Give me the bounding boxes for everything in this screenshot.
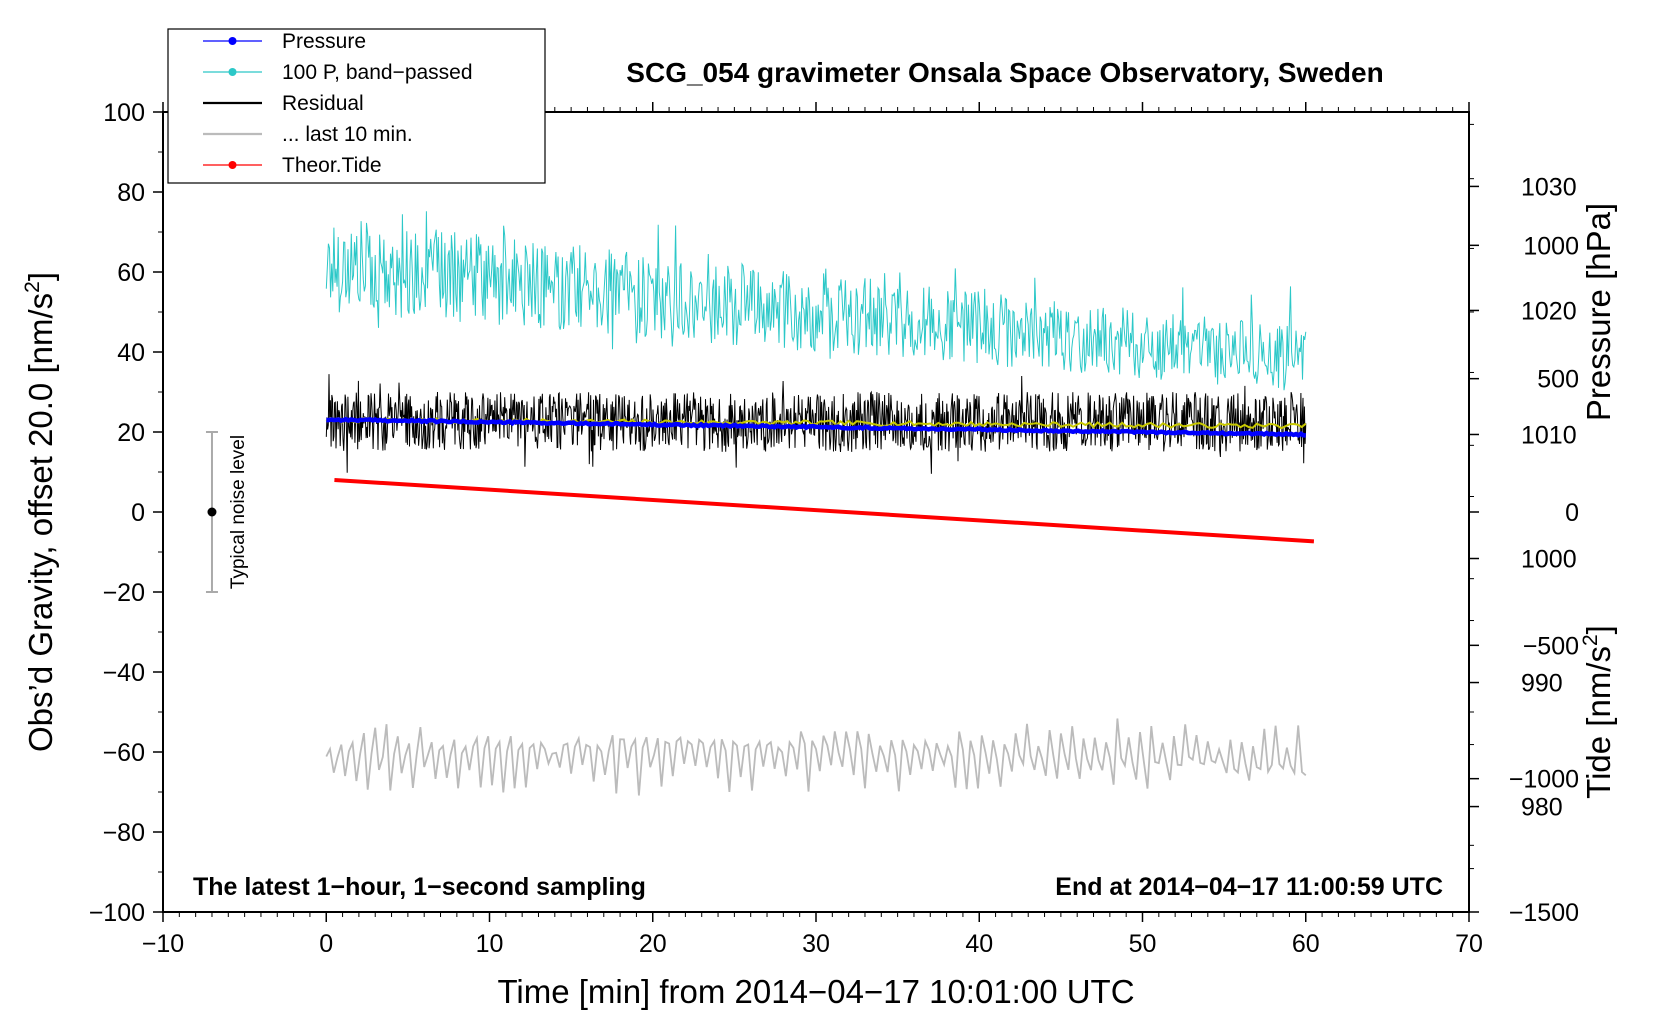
tide-tick-label: 1000 — [1523, 232, 1579, 260]
y-axis-title-tide-sup: 2 — [1579, 634, 1602, 646]
x-tick-label: 40 — [965, 930, 993, 958]
legend-label: Theor.Tide — [282, 154, 382, 177]
legend-label: Residual — [282, 92, 364, 115]
note-left: The latest 1−hour, 1−second sampling — [193, 873, 646, 901]
pressure-tick-label: 1010 — [1521, 421, 1577, 449]
series-pressure — [326, 416, 1306, 438]
y-axis-title-pressure: Pressure [hPa] — [1580, 203, 1617, 421]
noise-level-bar: Typical noise level — [205, 431, 249, 593]
tide-tick-label: 0 — [1565, 499, 1579, 527]
y-tick-label: 40 — [117, 339, 145, 367]
tide-tick-label: −1500 — [1509, 899, 1579, 927]
legend-label: ... last 10 min. — [282, 123, 413, 146]
tide-tick-label: −500 — [1523, 632, 1579, 660]
y-tick-label: 60 — [117, 259, 145, 287]
y-tick-label: −60 — [103, 739, 145, 767]
note-right: End at 2014−04−17 11:00:59 UTC — [1055, 873, 1443, 901]
y-tick-label: −80 — [103, 819, 145, 847]
legend-label: 100 P, band−passed — [282, 61, 473, 84]
pressure-tick-label: 1000 — [1521, 546, 1577, 574]
x-tick-label: 10 — [476, 930, 504, 958]
y-tick-label: −20 — [103, 579, 145, 607]
y-axis-title-tide-main: Tide [nm/s — [1580, 646, 1617, 799]
pressure-tick-label: 980 — [1521, 794, 1563, 822]
series-layer — [325, 211, 1315, 796]
pressure-tick-label: 1030 — [1521, 173, 1577, 201]
pressure-tick-label: 990 — [1521, 670, 1563, 698]
legend-marker — [228, 161, 237, 169]
y-axis-title-left: Obs’d Gravity, offset 20.0 [nm/s2] — [21, 272, 59, 752]
pressure-tick-label: 1020 — [1521, 297, 1577, 325]
x-tick-label: −10 — [142, 930, 184, 958]
y-tick-label: −100 — [89, 899, 145, 927]
series-bandpassed-pressure — [325, 211, 1307, 391]
legend: Pressure 100 P, band−passed Residual ... la… — [167, 28, 546, 184]
x-tick-label: 30 — [802, 930, 830, 958]
y-axis-title-left-main: Obs’d Gravity, offset 20.0 [nm/s — [22, 293, 59, 752]
x-axis-title: Time [min] from 2014−04−17 10:01:00 UTC — [497, 973, 1134, 1010]
y-tick-label: −40 — [103, 659, 145, 687]
axis-tick-labels: −10 0 10 20 30 40 50 60 70100806040200−20−40−60−… — [89, 99, 1579, 958]
x-tick-label: 60 — [1292, 930, 1320, 958]
chart-title: SCG_054 gravimeter Onsala Space Observat… — [626, 57, 1383, 88]
x-tick-label: 0 — [319, 930, 333, 958]
x-tick-label: 20 — [639, 930, 667, 958]
legend-marker — [228, 37, 237, 45]
series-theor-tide — [334, 478, 1315, 544]
x-tick-label: 50 — [1129, 930, 1157, 958]
y-tick-label: 80 — [117, 179, 145, 207]
legend-label: Pressure — [282, 30, 366, 53]
noise-bar-label: Typical noise level — [228, 435, 249, 589]
tide-tick-label: 500 — [1537, 366, 1579, 394]
y-axis-title-tide-close: ] — [1580, 625, 1617, 634]
y-tick-label: 0 — [131, 499, 145, 527]
y-tick-label: 20 — [117, 419, 145, 447]
y-tick-label: 100 — [103, 99, 145, 127]
y-axis-title-left-sup: 2 — [21, 281, 44, 293]
tide-tick-label: −1000 — [1509, 766, 1579, 794]
legend-items: Pressure 100 P, band−passed Residual ... la… — [203, 30, 473, 177]
noise-bar-center-dot — [207, 507, 217, 517]
x-tick-label: 70 — [1455, 930, 1483, 958]
y-axis-title-tide: Tide [nm/s2] — [1579, 625, 1617, 799]
legend-marker — [228, 68, 237, 76]
legend-box — [167, 28, 546, 184]
series-last-10-min — [325, 718, 1307, 796]
y-axis-title-left-close: ] — [22, 272, 59, 281]
